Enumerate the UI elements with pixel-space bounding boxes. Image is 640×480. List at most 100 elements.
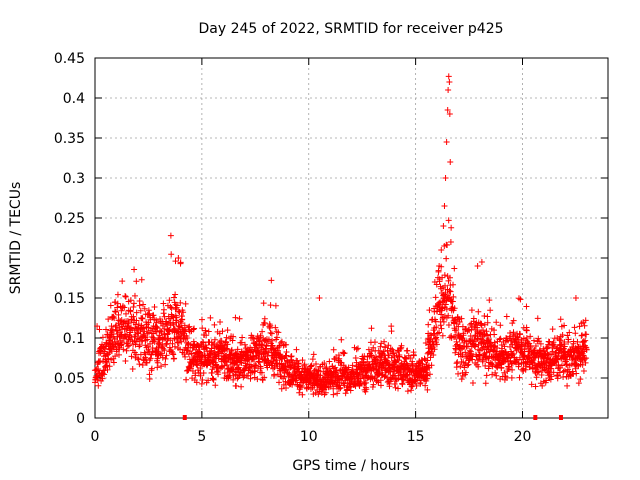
data-point <box>221 370 228 377</box>
data-point <box>151 338 158 345</box>
data-point <box>315 391 322 398</box>
data-point <box>382 372 389 379</box>
data-point <box>563 361 570 368</box>
data-point <box>442 282 449 289</box>
data-point <box>175 323 182 330</box>
data-point <box>497 335 504 342</box>
data-point <box>167 337 174 344</box>
data-point <box>167 319 174 326</box>
data-point <box>134 355 141 362</box>
data-point <box>191 325 198 332</box>
data-point <box>326 358 333 365</box>
data-point <box>107 334 114 341</box>
data-point <box>275 329 282 336</box>
data-point <box>99 375 106 382</box>
data-point <box>273 334 280 341</box>
data-point <box>573 370 580 377</box>
data-point <box>462 369 469 376</box>
data-point <box>501 369 508 376</box>
data-point <box>203 344 210 351</box>
data-point <box>276 379 283 386</box>
data-point <box>334 390 341 397</box>
data-point <box>188 350 195 357</box>
data-point <box>546 356 553 363</box>
data-point <box>361 353 368 360</box>
data-point <box>133 278 140 285</box>
data-point <box>450 281 457 288</box>
data-point <box>268 277 275 284</box>
data-point <box>330 385 337 392</box>
data-point <box>571 324 578 331</box>
data-point <box>130 300 137 307</box>
data-point <box>445 87 452 93</box>
data-point <box>137 307 144 314</box>
data-point <box>484 337 491 344</box>
data-point <box>200 370 207 377</box>
data-point <box>453 327 460 334</box>
data-point <box>478 322 485 329</box>
data-point <box>341 382 348 389</box>
data-point <box>410 352 417 359</box>
data-point <box>387 368 394 375</box>
data-point <box>485 336 492 343</box>
data-point <box>370 381 377 388</box>
data-point <box>435 267 442 274</box>
data-point <box>460 359 467 366</box>
data-point <box>486 297 493 304</box>
data-point <box>436 263 443 269</box>
data-point <box>482 380 489 387</box>
data-point <box>113 348 120 355</box>
data-point <box>380 348 387 355</box>
data-point <box>557 316 564 323</box>
data-point <box>287 381 294 388</box>
data-point <box>136 343 143 350</box>
data-point <box>532 353 539 360</box>
y-axis-label: SRMTID / TECUs <box>8 182 24 295</box>
data-point <box>510 329 517 336</box>
data-point <box>312 360 319 367</box>
data-point <box>384 347 391 354</box>
data-point <box>299 357 306 364</box>
data-point <box>289 381 296 388</box>
data-point <box>122 357 129 364</box>
data-point <box>534 315 541 322</box>
data-point <box>197 372 204 379</box>
data-point <box>261 315 268 322</box>
data-point <box>483 372 490 379</box>
data-point <box>301 361 308 368</box>
data-point <box>167 303 174 310</box>
data-point <box>397 345 404 352</box>
data-point <box>484 319 491 326</box>
data-point <box>209 342 216 349</box>
data-point <box>218 337 225 344</box>
data-point <box>171 343 178 350</box>
data-point <box>523 327 530 334</box>
data-point <box>336 355 343 362</box>
data-point <box>572 295 579 301</box>
data-point <box>447 274 454 281</box>
data-point <box>132 354 139 361</box>
data-point <box>139 361 146 368</box>
data-point <box>493 319 500 326</box>
data-point <box>104 366 111 373</box>
data-point <box>175 255 182 261</box>
data-point <box>145 307 152 314</box>
data-point <box>582 317 589 324</box>
y-tick-label: 0.15 <box>54 291 85 307</box>
data-point <box>561 343 568 350</box>
data-point <box>207 314 214 321</box>
data-point <box>141 305 148 312</box>
data-point <box>516 354 523 361</box>
data-point <box>114 291 121 298</box>
data-point <box>371 339 378 346</box>
data-point <box>234 375 241 382</box>
data-point <box>381 338 388 345</box>
data-point <box>446 79 453 85</box>
data-point <box>114 304 121 311</box>
data-points <box>91 73 590 420</box>
data-point <box>325 384 332 391</box>
data-point <box>395 385 402 392</box>
data-point <box>541 348 548 355</box>
data-point <box>478 259 485 265</box>
data-point <box>509 366 516 373</box>
